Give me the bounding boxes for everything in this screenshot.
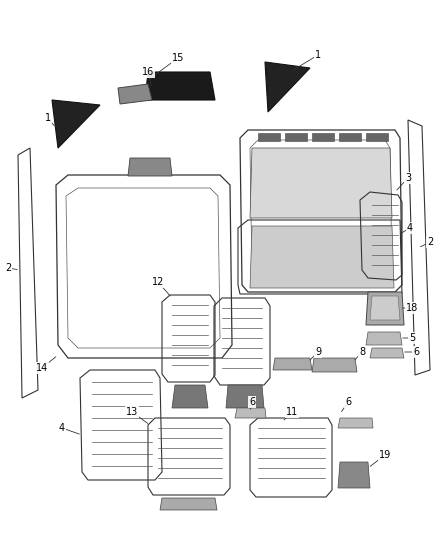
Text: 19: 19 <box>379 450 391 460</box>
Text: 18: 18 <box>406 303 418 313</box>
Text: 13: 13 <box>126 407 138 417</box>
Polygon shape <box>370 296 400 320</box>
Polygon shape <box>128 158 172 176</box>
Polygon shape <box>172 385 208 408</box>
Text: 6: 6 <box>345 397 351 407</box>
Text: 1: 1 <box>45 113 51 123</box>
Text: 12: 12 <box>152 277 164 287</box>
Polygon shape <box>52 100 100 148</box>
Text: 5: 5 <box>409 333 415 343</box>
Text: 15: 15 <box>172 53 184 63</box>
Polygon shape <box>226 385 264 408</box>
Text: 1: 1 <box>315 50 321 60</box>
Text: 16: 16 <box>142 67 154 77</box>
Text: 4: 4 <box>59 423 65 433</box>
Polygon shape <box>235 408 266 418</box>
Polygon shape <box>160 498 217 510</box>
Polygon shape <box>338 462 370 488</box>
Text: 3: 3 <box>405 173 411 183</box>
Text: 6: 6 <box>413 347 419 357</box>
Polygon shape <box>145 72 215 100</box>
Text: 9: 9 <box>315 347 321 357</box>
Bar <box>285 133 307 141</box>
Bar <box>312 133 334 141</box>
Bar <box>339 133 361 141</box>
Text: 6: 6 <box>249 397 255 407</box>
Polygon shape <box>338 418 373 428</box>
Text: 14: 14 <box>36 363 48 373</box>
Polygon shape <box>312 358 357 372</box>
Polygon shape <box>273 358 312 370</box>
Text: 11: 11 <box>286 407 298 417</box>
Text: 4: 4 <box>407 223 413 233</box>
Bar <box>258 133 280 141</box>
Polygon shape <box>366 292 404 325</box>
Polygon shape <box>370 348 404 358</box>
Text: 2: 2 <box>5 263 11 273</box>
Polygon shape <box>250 226 394 288</box>
Polygon shape <box>366 332 402 345</box>
Text: 8: 8 <box>359 347 365 357</box>
Polygon shape <box>118 84 152 104</box>
Text: 2: 2 <box>427 237 433 247</box>
Polygon shape <box>250 148 392 218</box>
Polygon shape <box>265 62 310 112</box>
Bar <box>366 133 388 141</box>
